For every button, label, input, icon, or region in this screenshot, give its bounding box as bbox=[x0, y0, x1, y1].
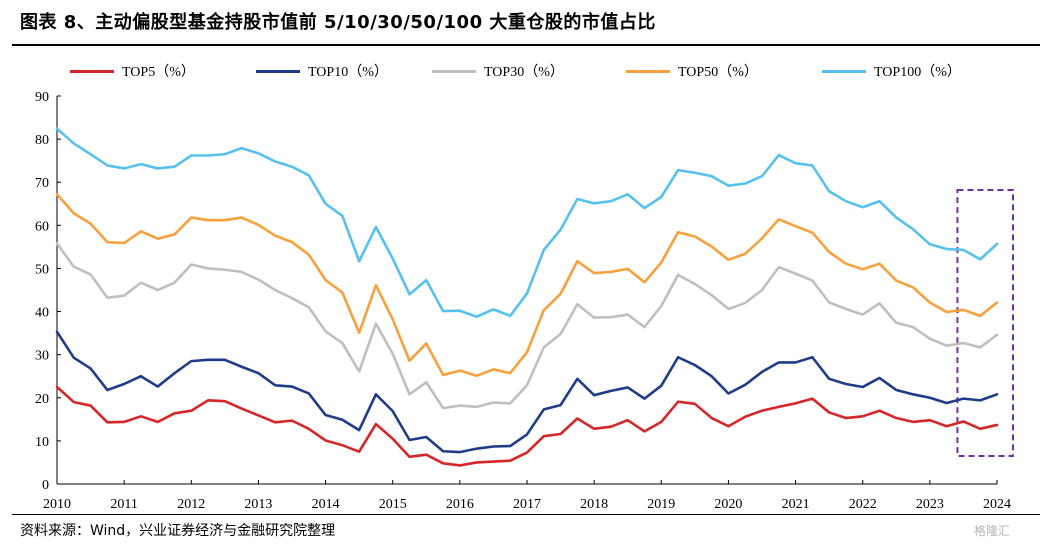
x-tick-label: 2011 bbox=[110, 497, 137, 512]
source-rule bbox=[12, 514, 1040, 515]
legend-item: TOP5（%） bbox=[70, 61, 195, 81]
watermark: 格隆汇 bbox=[974, 524, 1011, 538]
title-underline bbox=[12, 44, 1040, 46]
x-tick-label: 2010 bbox=[43, 497, 71, 512]
y-tick-label: 40 bbox=[35, 306, 49, 321]
y-tick-label: 0 bbox=[42, 478, 49, 493]
legend-label: TOP50（%） bbox=[678, 65, 758, 80]
x-tick-label: 2024 bbox=[983, 497, 1011, 512]
legend-label: TOP100（%） bbox=[874, 65, 961, 80]
x-tick-label: 2019 bbox=[647, 497, 675, 512]
x-tick-label: 2012 bbox=[177, 497, 205, 512]
y-tick-label: 70 bbox=[35, 176, 49, 191]
x-tick-label: 2023 bbox=[916, 497, 944, 512]
x-tick-label: 2017 bbox=[513, 497, 541, 512]
series-line-top5 bbox=[55, 385, 999, 467]
legend-swatch bbox=[70, 69, 114, 73]
legend-label: TOP5（%） bbox=[122, 65, 195, 80]
chart-legend: TOP5（%） TOP10（%） TOP30（%） TOP50（%） TOP100（%） bbox=[70, 61, 990, 81]
legend-label: TOP30（%） bbox=[484, 65, 564, 80]
chart-title: 图表 8、主动偏股型基金持股市值前 5/10/30/50/100 大重仓股的市值… bbox=[20, 12, 656, 33]
y-tick-label: 50 bbox=[35, 262, 49, 277]
series-line-top50 bbox=[55, 192, 999, 378]
y-tick-label: 10 bbox=[35, 435, 49, 450]
x-tick-label: 2021 bbox=[782, 497, 810, 512]
legend-label: TOP10（%） bbox=[308, 65, 388, 80]
x-tick-label: 2014 bbox=[312, 497, 340, 512]
x-tick-label: 2016 bbox=[446, 497, 474, 512]
x-tick-label: 2020 bbox=[714, 497, 742, 512]
legend-swatch bbox=[256, 69, 300, 73]
y-tick-label: 20 bbox=[35, 392, 49, 407]
highlight-box bbox=[956, 188, 1015, 457]
source-note: 资料来源：Wind，兴业证券经济与金融研究院整理 bbox=[20, 523, 336, 539]
legend-swatch bbox=[432, 69, 476, 73]
chart-axes: 0 10 20 30 40 50 60 70 80 90 2010 2011 2012 2013 2014 2… bbox=[35, 90, 1011, 512]
y-tick-label: 30 bbox=[35, 349, 49, 364]
series-line-top10 bbox=[55, 330, 999, 454]
legend-item: TOP10（%） bbox=[256, 61, 388, 81]
y-tick-label: 80 bbox=[35, 133, 49, 148]
x-tick-label: 2022 bbox=[849, 497, 877, 512]
y-tick-label: 90 bbox=[35, 90, 49, 105]
x-tick-label: 2015 bbox=[379, 497, 407, 512]
highlight-box-layer bbox=[956, 188, 1015, 457]
legend-item: TOP30（%） bbox=[432, 61, 564, 81]
legend-item: TOP50（%） bbox=[626, 61, 758, 81]
x-tick-label: 2018 bbox=[580, 497, 608, 512]
series-line-top100 bbox=[55, 127, 999, 319]
y-tick-label: 60 bbox=[35, 219, 49, 234]
x-tick-label: 2013 bbox=[244, 497, 272, 512]
series-line-top30 bbox=[55, 242, 999, 410]
series-layer bbox=[55, 127, 999, 467]
legend-item: TOP100（%） bbox=[822, 61, 961, 81]
legend-swatch bbox=[626, 69, 670, 73]
legend-swatch bbox=[822, 69, 866, 73]
